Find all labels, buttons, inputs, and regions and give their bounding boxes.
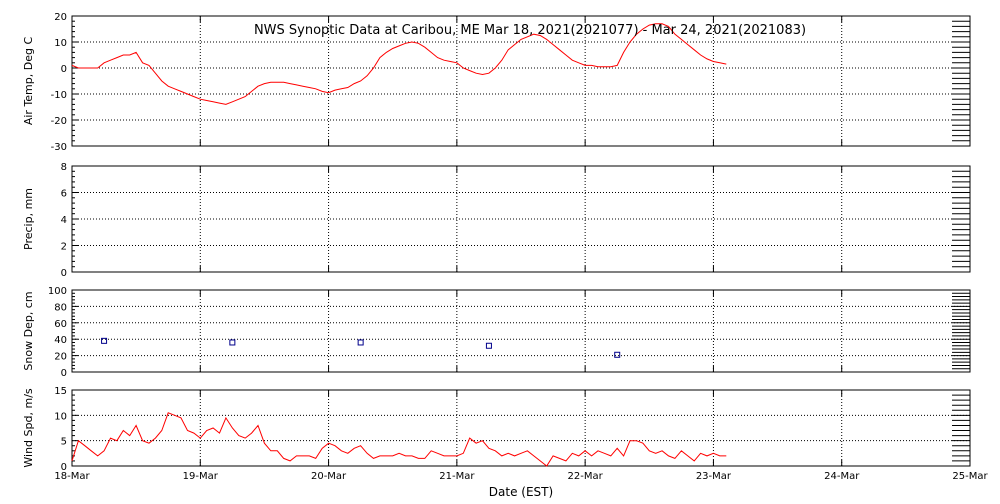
data-point-snow_dep bbox=[229, 339, 236, 346]
y-axis-label-precip: Precip, mm bbox=[22, 188, 35, 250]
y-tick-label: 10 bbox=[54, 38, 67, 49]
y-tick-label: -10 bbox=[51, 90, 67, 101]
y-tick-label: 60 bbox=[54, 319, 67, 330]
data-point-snow_dep bbox=[485, 342, 492, 349]
y-tick-label: 0 bbox=[61, 462, 67, 473]
y-tick-label: -20 bbox=[51, 116, 67, 127]
data-point-snow_dep bbox=[101, 337, 108, 344]
data-point-snow_dep bbox=[614, 351, 621, 358]
y-tick-label: 20 bbox=[54, 352, 67, 363]
y-tick-label: 2 bbox=[61, 242, 67, 253]
y-tick-label: 4 bbox=[61, 215, 67, 226]
y-tick-label: 40 bbox=[54, 335, 67, 346]
y-axis-label-air_temp: Air Temp, Deg C bbox=[22, 37, 35, 126]
y-tick-label: 0 bbox=[61, 268, 67, 279]
y-tick-label: 5 bbox=[61, 437, 67, 448]
x-tick-label: 24-Mar bbox=[824, 471, 860, 482]
y-axis-label-snow_dep: Snow Dep, cm bbox=[22, 291, 35, 370]
x-tick-label: 22-Mar bbox=[568, 471, 604, 482]
y-tick-label: 8 bbox=[61, 162, 67, 173]
series-line-wind_spd bbox=[71, 412, 727, 467]
y-tick-label: 0 bbox=[61, 368, 67, 379]
x-axis-label: Date (EST) bbox=[489, 485, 553, 499]
panel-frame-precip bbox=[71, 165, 971, 273]
data-point-snow_dep bbox=[357, 339, 364, 346]
y-tick-label: 20 bbox=[54, 12, 67, 23]
x-tick-label: 18-Mar bbox=[54, 471, 90, 482]
y-tick-label: 80 bbox=[54, 302, 67, 313]
chart-title: NWS Synoptic Data at Caribou, ME Mar 18,… bbox=[254, 23, 806, 38]
x-tick-label: 25-Mar bbox=[952, 471, 988, 482]
y-tick-label: 100 bbox=[48, 286, 67, 297]
x-tick-label: 23-Mar bbox=[696, 471, 732, 482]
y-tick-label: 15 bbox=[54, 386, 67, 397]
x-tick-label: 20-Mar bbox=[311, 471, 347, 482]
x-tick-label: 19-Mar bbox=[183, 471, 219, 482]
panel-frame-air_temp bbox=[71, 15, 971, 147]
y-tick-label: -30 bbox=[51, 142, 67, 153]
x-tick-label: 21-Mar bbox=[439, 471, 475, 482]
panel-frame-snow_dep bbox=[71, 289, 971, 373]
series-line-air_temp bbox=[71, 23, 727, 105]
y-tick-label: 0 bbox=[61, 64, 67, 75]
y-tick-label: 10 bbox=[54, 411, 67, 422]
panel-frame-wind_spd bbox=[71, 389, 971, 467]
y-axis-label-wind_spd: Wind Spd, m/s bbox=[22, 388, 35, 468]
y-tick-label: 6 bbox=[61, 189, 67, 200]
